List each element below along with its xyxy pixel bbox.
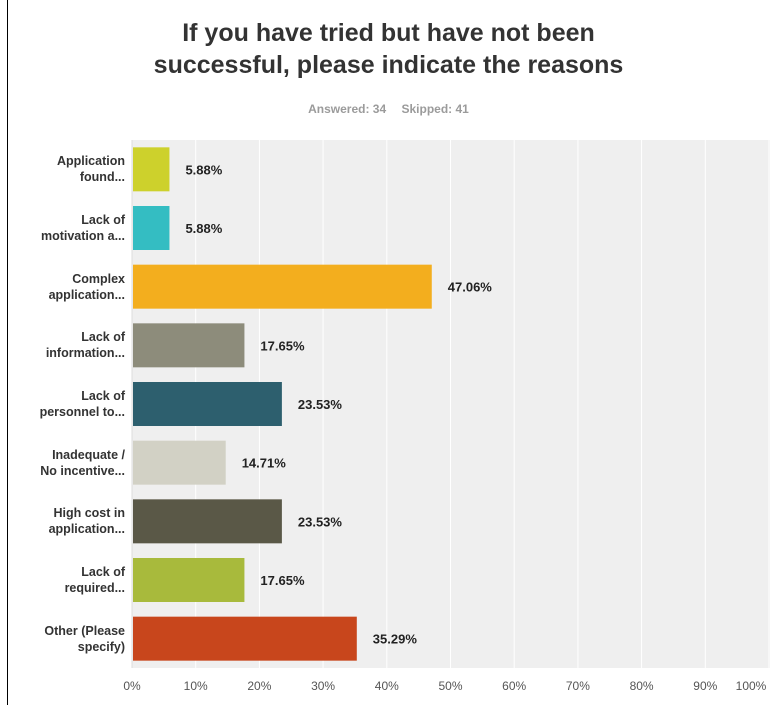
bar [133,206,170,250]
category-label-line: Lack of [81,213,125,227]
category-label-line: Other (Please [44,623,125,638]
category-label-line: High cost in [53,506,125,521]
x-tick-label: 0% [123,679,141,693]
data-label: 23.53% [298,397,343,412]
category-label: Lack of motivation a... [10,212,125,244]
bar [133,499,282,544]
category-label: Complex application... [10,271,125,303]
category-label-line: Complex [72,271,125,286]
x-tick-label: 50% [438,679,462,693]
category-label: Inadequate / No incentive... [10,447,125,479]
data-label: 23.53% [298,514,343,529]
chart-title-line-1: If you have tried but have not been [182,19,595,47]
data-label: 17.65% [260,338,305,353]
category-label-line: application... [48,287,125,302]
category-label: High cost in application... [10,505,125,537]
category-label-line: Application [56,154,125,169]
x-tick-label: 90% [693,679,717,693]
category-label-line: personnel to... [39,405,125,419]
bar [133,264,432,309]
x-tick-label: 70% [566,679,590,693]
category-label: Application found... [10,153,125,185]
category-label-line: specify) [77,639,125,654]
x-tick-label: 100% [736,679,767,693]
category-label-line: application... [48,522,125,537]
data-label: 5.88% [185,162,222,177]
bar [133,147,170,192]
category-label-line: Inadequate / [52,447,125,462]
bar [133,382,282,426]
category-label-line: Lack of [81,330,125,345]
category-label-line: Lack of [81,389,125,403]
x-tick-label: 80% [630,679,654,693]
category-label: Lack of information... [10,329,125,361]
answered-count: Answered: 34 [308,102,387,116]
x-tick-label: 40% [375,679,399,693]
category-label-line: No incentive... [40,463,125,478]
category-label-line: required... [64,581,125,595]
category-label: Other (Please specify) [10,623,125,655]
x-tick-label: 10% [184,679,208,693]
data-label: 5.88% [185,221,222,236]
chart-title-line-2: successful, please indicate the reasons [153,51,624,79]
x-tick-label: 20% [247,679,271,693]
data-label: 35.29% [373,632,418,647]
category-label-line: motivation a... [40,229,125,243]
bar [133,323,245,368]
x-tick-label: 60% [502,679,526,693]
response-summary: Answered: 34 Skipped: 41 [0,102,777,116]
bar [133,558,245,602]
bar [133,616,357,661]
data-label: 47.06% [448,280,493,295]
data-label: 14.71% [242,456,287,471]
category-label-line: Lack of [81,565,125,579]
category-label-line: found... [79,170,125,185]
category-label: Lack of personnel to... [10,388,125,420]
x-tick-label: 30% [311,679,335,693]
bar [133,440,226,485]
data-label: 17.65% [260,573,305,588]
skipped-count: Skipped: 41 [401,102,469,116]
category-label-line: information... [45,346,125,361]
category-label: Lack of required... [10,564,125,596]
chart-frame [7,0,777,705]
